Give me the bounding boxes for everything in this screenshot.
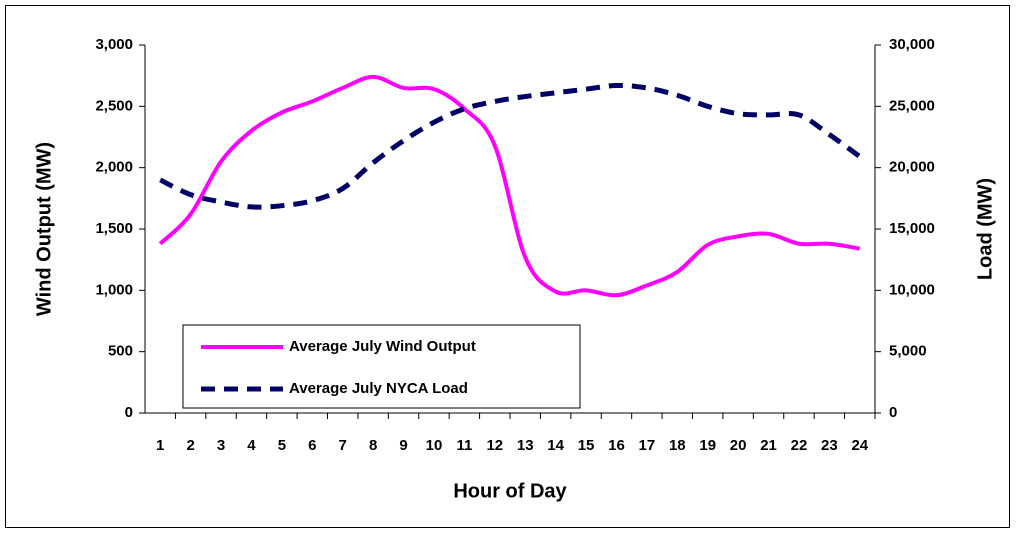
legend-label: Average July NYCA Load bbox=[289, 380, 468, 397]
y-tick-label: 1,500 bbox=[95, 220, 133, 237]
x-tick-label: 3 bbox=[217, 437, 225, 454]
x-axis-title: Hour of Day bbox=[453, 480, 567, 502]
legend-box bbox=[182, 324, 581, 409]
x-tick-label: 15 bbox=[578, 437, 595, 454]
x-tick-label: 20 bbox=[730, 437, 747, 454]
x-tick-label: 8 bbox=[369, 437, 377, 454]
x-tick-label: 5 bbox=[278, 437, 286, 454]
y-tick-label: 1,000 bbox=[95, 281, 133, 298]
x-tick-label: 17 bbox=[639, 437, 656, 454]
x-tick-label: 6 bbox=[308, 437, 316, 454]
x-tick-label: 16 bbox=[608, 437, 625, 454]
y-tick-label: 3,000 bbox=[95, 36, 133, 53]
y2-axis-title: Load (MW) bbox=[974, 178, 996, 280]
x-tick-label: 24 bbox=[851, 437, 868, 454]
chart-border bbox=[5, 5, 1010, 528]
x-tick-label: 23 bbox=[821, 437, 838, 454]
legend-label: Average July Wind Output bbox=[289, 338, 476, 355]
y-tick-label: 2,500 bbox=[95, 97, 133, 114]
y2-tick-label: 0 bbox=[889, 404, 897, 421]
x-tick-label: 1 bbox=[156, 437, 164, 454]
y-axis-title: Wind Output (MW) bbox=[33, 142, 55, 316]
y2-tick-label: 25,000 bbox=[889, 97, 935, 114]
y-tick-label: 0 bbox=[125, 404, 133, 421]
y2-tick-label: 15,000 bbox=[889, 220, 935, 237]
line-series bbox=[158, 74, 861, 298]
x-tick-label: 12 bbox=[486, 437, 503, 454]
y2-tick-label: 10,000 bbox=[889, 281, 935, 298]
x-tick-label: 14 bbox=[547, 437, 564, 454]
x-tick-label: 22 bbox=[791, 437, 808, 454]
x-tick-label: 9 bbox=[399, 437, 407, 454]
x-tick-label: 13 bbox=[517, 437, 534, 454]
x-tick-label: 10 bbox=[426, 437, 443, 454]
y2-tick-label: 5,000 bbox=[889, 343, 927, 360]
x-tick-label: 19 bbox=[699, 437, 716, 454]
x-tick-label: 21 bbox=[760, 437, 777, 454]
line-series bbox=[159, 82, 862, 210]
x-tick-label: 11 bbox=[456, 437, 472, 454]
y-tick-label: 500 bbox=[108, 343, 133, 360]
x-tick-label: 2 bbox=[186, 437, 194, 454]
x-tick-label: 18 bbox=[669, 437, 686, 454]
y2-tick-label: 20,000 bbox=[889, 159, 935, 176]
x-tick-label: 7 bbox=[339, 437, 347, 454]
x-tick-label: 4 bbox=[247, 437, 256, 454]
y2-tick-label: 30,000 bbox=[889, 36, 935, 53]
y-tick-label: 2,000 bbox=[95, 159, 133, 176]
